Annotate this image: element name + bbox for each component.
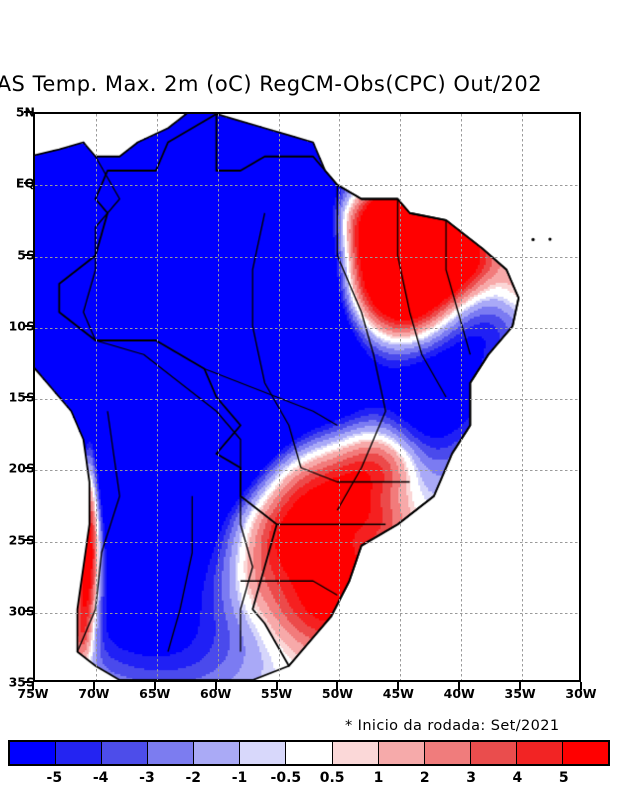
y-tick-mark	[24, 396, 33, 398]
colorbar-segment	[10, 742, 57, 764]
colorbar-tick-label: -0.5	[270, 770, 302, 786]
colorbar-segment	[148, 742, 195, 764]
colorbar-tick-label: -1	[231, 770, 248, 786]
y-tick-mark	[24, 324, 33, 327]
y-tick-mark	[24, 111, 33, 113]
colorbar-segment	[332, 742, 379, 764]
y-tick-mark	[24, 182, 33, 185]
x-tick-mark	[92, 682, 95, 690]
colorbar-segment	[516, 742, 563, 764]
y-tick-mark	[24, 681, 33, 683]
x-axis-label: 35W	[504, 686, 536, 701]
x-tick-mark	[580, 682, 582, 690]
x-tick-mark	[458, 682, 461, 690]
y-axis-label: 10S	[8, 318, 35, 334]
x-tick-mark	[214, 682, 217, 690]
x-tick-mark	[153, 682, 156, 690]
y-axis-label: EQ	[15, 175, 35, 191]
colorbar-tick-label: -4	[92, 770, 109, 786]
x-tick-mark	[32, 682, 34, 690]
x-axis-label: 70W	[78, 686, 110, 701]
colorbar-tick-label: 1	[373, 770, 384, 786]
colorbar-segment	[470, 742, 517, 764]
colorbar-segment	[378, 742, 425, 764]
x-axis-label: 60W	[200, 686, 232, 701]
x-axis-label: 75W	[17, 686, 49, 701]
y-tick-mark	[24, 467, 33, 470]
colorbar-segment	[56, 742, 103, 764]
colorbar-tick-label: 3	[466, 770, 476, 786]
y-axis-label: 5N	[15, 104, 35, 120]
temperature-bias-field	[35, 114, 579, 680]
y-tick-mark	[24, 538, 33, 541]
colorbar-tick-label: 2	[419, 770, 430, 786]
colorbar-segment	[562, 742, 609, 764]
x-tick-mark	[519, 682, 522, 690]
x-tick-mark	[336, 682, 339, 690]
colorbar-tick-label: 4	[512, 770, 523, 786]
y-axis-label: 15S	[8, 389, 35, 405]
x-axis-label: 50W	[321, 686, 354, 701]
x-axis-label: 40W	[443, 686, 475, 701]
map-plot-area	[33, 112, 581, 682]
colorbar-tick-label: 5	[558, 770, 569, 786]
colorbar-tick-label: -2	[185, 770, 201, 786]
y-axis-label: 5S	[17, 247, 35, 262]
x-axis-label: 45W	[382, 686, 414, 701]
x-axis-label: 65W	[139, 686, 171, 701]
x-axis-label: 30W	[565, 686, 597, 701]
colorbar-tick-label: -5	[46, 770, 63, 786]
colorbar-tick-label: -3	[139, 770, 155, 786]
colorbar-segment	[286, 742, 333, 764]
run-init-note: * Inicio da rodada: Set/2021	[345, 718, 560, 734]
x-tick-mark	[397, 682, 400, 690]
y-axis-label: 20S	[8, 460, 35, 476]
y-tick-mark	[24, 253, 33, 256]
y-axis-label: 25S	[8, 532, 35, 547]
colorbar-segment	[102, 742, 149, 764]
y-tick-mark	[24, 609, 33, 612]
colorbar	[8, 740, 610, 766]
x-axis-label: 55W	[260, 686, 293, 701]
colorbar-segment	[194, 742, 241, 764]
page-title: IAS Temp. Max. 2m (oC) RegCM-Obs(CPC) Ou…	[0, 72, 543, 96]
colorbar-segment	[240, 742, 287, 764]
x-tick-mark	[275, 682, 278, 690]
y-axis-label: 35S	[8, 674, 35, 690]
y-axis-label: 30S	[8, 603, 35, 619]
colorbar-segment	[424, 742, 471, 764]
colorbar-tick-label: 0.5	[319, 770, 345, 786]
